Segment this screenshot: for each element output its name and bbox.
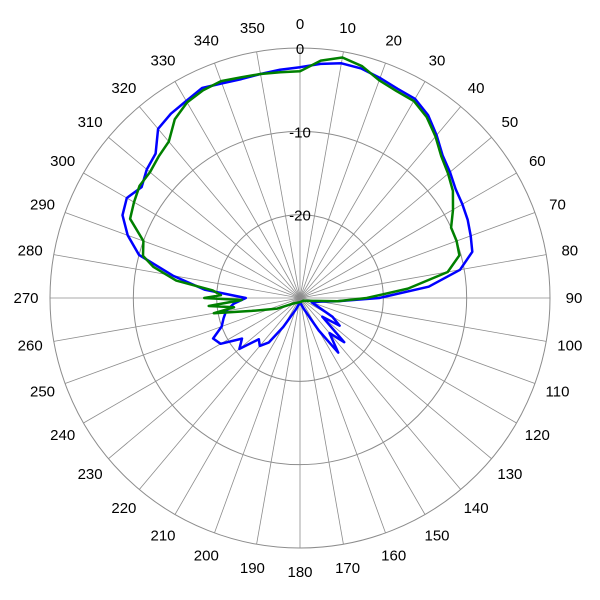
angle-tick-label: 240 (50, 427, 75, 444)
angle-spoke (138, 297, 301, 490)
angle-spokes (50, 48, 550, 548)
angle-spoke (174, 297, 301, 515)
angle-spoke (299, 81, 426, 299)
angle-tick-label: 80 (561, 242, 578, 259)
series-group (121, 56, 474, 354)
angle-tick-label: 280 (18, 242, 43, 259)
angle-spoke (83, 172, 301, 299)
angle-tick-label: 170 (335, 560, 360, 577)
angle-tick-label: 50 (502, 114, 519, 131)
angle-tick-label: 290 (30, 196, 55, 213)
angle-spoke (299, 297, 547, 342)
angle-spoke (299, 212, 536, 299)
radial-tick-label: -20 (289, 208, 311, 225)
angle-tick-label: 330 (150, 53, 175, 70)
angle-tick-label: 70 (549, 196, 566, 213)
angle-tick-label: 150 (424, 527, 449, 544)
angle-spoke (64, 297, 301, 384)
axis-labels: 0 10 20 30 40 50 60 70 80 90 100 110 120 130 140 150 160… (13, 16, 582, 581)
angle-spoke (299, 172, 517, 299)
angle-spoke (174, 81, 301, 299)
angle-spoke (299, 62, 386, 299)
angle-tick-label: 340 (194, 33, 219, 50)
angle-spoke (53, 297, 301, 342)
angle-spoke (256, 51, 301, 299)
angle-tick-label: 250 (30, 384, 55, 401)
angle-tick-label: 10 (339, 20, 356, 37)
angle-tick-label: 110 (546, 384, 570, 401)
angle-tick-label: 40 (468, 80, 485, 97)
angle-tick-label: 270 (13, 290, 38, 307)
angle-spoke (83, 297, 301, 424)
angle-tick-label: 160 (381, 548, 406, 565)
angle-spoke (299, 297, 536, 384)
angle-spoke (299, 136, 492, 299)
angle-spoke (299, 297, 492, 460)
radial-tick-label: 0 (296, 41, 304, 58)
angle-spoke (214, 297, 301, 534)
angle-spoke (299, 51, 344, 299)
series-line-2 (128, 56, 461, 315)
angle-tick-label: 350 (240, 20, 265, 37)
angle-tick-label: 180 (287, 564, 312, 581)
angle-tick-label: 120 (525, 427, 550, 444)
angle-spoke (299, 106, 462, 299)
angle-spoke (214, 62, 301, 299)
angle-tick-label: 30 (429, 53, 446, 70)
angle-spoke (256, 297, 301, 545)
angle-tick-label: 310 (78, 114, 103, 131)
angle-tick-label: 320 (111, 80, 136, 97)
angle-tick-label: 60 (529, 153, 546, 170)
angle-tick-label: 230 (78, 466, 103, 483)
angle-tick-label: 20 (385, 33, 402, 50)
angle-spoke (108, 297, 301, 460)
angle-tick-label: 90 (566, 290, 583, 307)
angle-tick-label: 0 (296, 16, 304, 33)
angle-spoke (299, 297, 386, 534)
angle-spoke (299, 297, 517, 424)
angle-spoke (299, 297, 462, 490)
angle-spoke (64, 212, 301, 299)
angle-tick-label: 130 (497, 466, 522, 483)
angle-tick-label: 190 (240, 560, 265, 577)
angle-tick-label: 300 (50, 153, 75, 170)
angle-spoke (108, 136, 301, 299)
angle-tick-label: 200 (194, 548, 219, 565)
angle-tick-label: 220 (111, 500, 136, 517)
angle-tick-label: 140 (464, 500, 489, 517)
angle-spoke (299, 254, 547, 299)
radial-tick-label: -10 (289, 124, 311, 141)
series-line-1 (121, 62, 474, 354)
angle-tick-label: 100 (557, 338, 582, 355)
angle-tick-label: 260 (18, 338, 43, 355)
angle-tick-label: 210 (150, 527, 175, 544)
angle-spoke (138, 106, 301, 299)
angle-spoke (299, 297, 344, 545)
